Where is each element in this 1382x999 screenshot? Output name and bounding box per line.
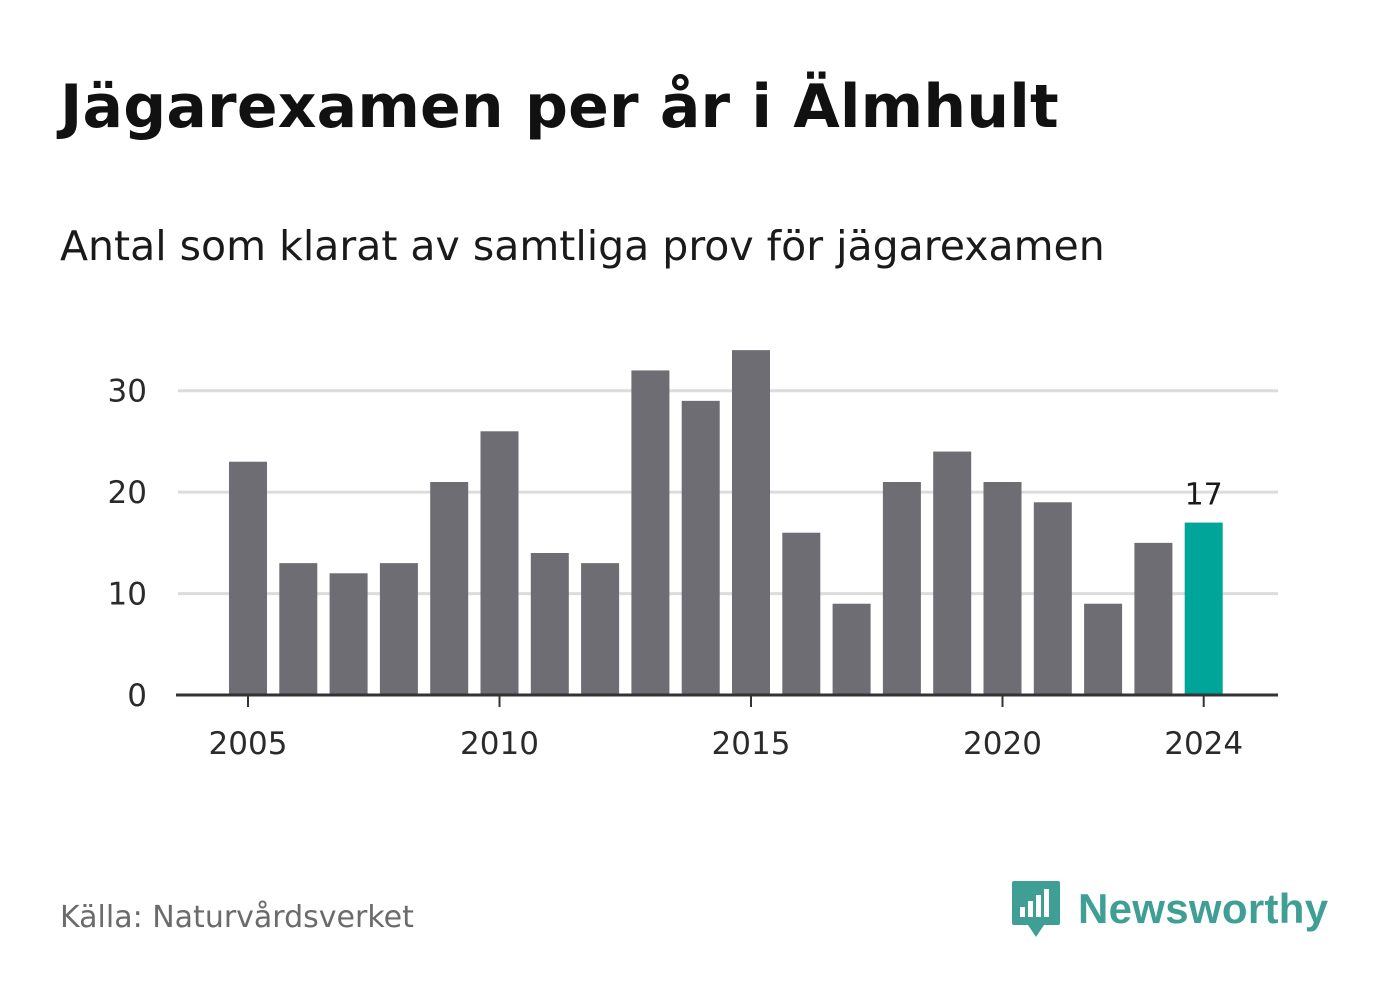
chart-title: Jägarexamen per år i Älmhult <box>60 72 1059 142</box>
bar-2019 <box>933 451 972 695</box>
y-tick-label: 20 <box>108 475 147 511</box>
bar-2021 <box>1033 502 1072 695</box>
bar-2017 <box>832 603 871 695</box>
brand-logo: Newsworthy <box>1010 878 1328 940</box>
bar-2011 <box>530 553 569 695</box>
y-tick-label: 30 <box>108 374 147 410</box>
bar-chart: 0 10 20 30 2005 2010 2015 2020 2024 17 <box>108 350 1278 762</box>
bar-2010 <box>480 431 519 695</box>
x-tick-label: 2020 <box>963 726 1042 762</box>
bar-2005 <box>229 461 267 695</box>
bar-2022 <box>1084 603 1123 695</box>
bar-2023 <box>1134 542 1173 695</box>
y-tick-labels: 0 10 20 30 <box>108 374 147 714</box>
x-tick-labels: 2005 2010 2015 2020 2024 <box>209 726 1244 762</box>
bar-2014 <box>681 400 720 695</box>
bar-2013 <box>631 370 670 695</box>
bar-2024 <box>1184 522 1223 695</box>
bar-2009 <box>430 482 469 695</box>
brand-name: Newsworthy <box>1078 885 1329 932</box>
bar-2015 <box>732 350 770 695</box>
y-tick-label: 10 <box>108 577 147 613</box>
annotations: 17 <box>1185 478 1223 513</box>
bar-2007 <box>329 573 368 695</box>
bar-2012 <box>581 563 620 695</box>
x-tick-label: 2024 <box>1164 726 1243 762</box>
bar-2006 <box>279 563 318 695</box>
chart-subtitle: Antal som klarat av samtliga prov för jä… <box>60 222 1105 270</box>
y-tick-label: 0 <box>127 678 147 714</box>
x-tick-label: 2015 <box>712 726 791 762</box>
x-axis <box>176 693 1278 707</box>
x-tick-label: 2010 <box>460 726 539 762</box>
gridlines <box>178 389 1278 596</box>
bar-2020 <box>983 482 1022 695</box>
bar-2008 <box>379 563 418 695</box>
highlight-value-label: 17 <box>1185 478 1223 513</box>
bar-2018 <box>882 482 921 695</box>
newsworthy-logo-icon <box>1012 881 1060 937</box>
x-tick-label: 2005 <box>209 726 288 762</box>
bars <box>229 350 1223 695</box>
bar-2016 <box>782 532 821 695</box>
source-note: Källa: Naturvårdsverket <box>60 900 414 935</box>
